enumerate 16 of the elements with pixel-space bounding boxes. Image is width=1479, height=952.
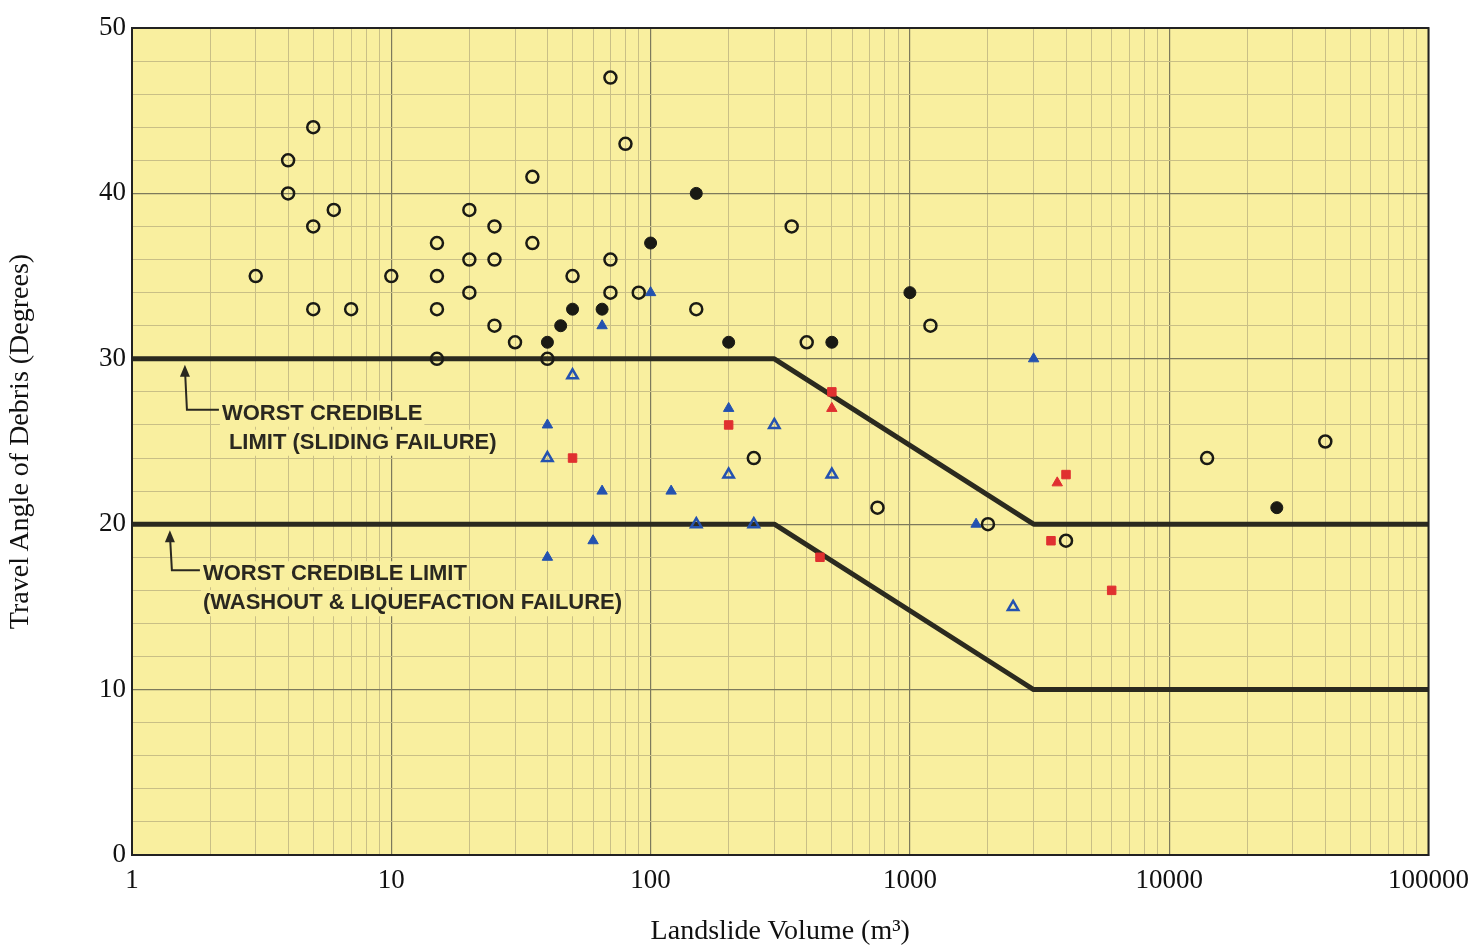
x-tick-label: 10000	[1135, 864, 1203, 895]
x-tick-label: 10	[377, 864, 405, 895]
y-tick-label: 0	[112, 838, 126, 869]
y-tick-label: 40	[99, 176, 126, 207]
x-tick-label: 1	[125, 864, 139, 895]
y-tick-label: 50	[99, 11, 126, 42]
annotation: WORST CREDIBLE LIMIT (WASHOUT & LIQUEFACTION FAILURE)	[202, 560, 623, 615]
x-tick-label: 1000	[882, 864, 937, 895]
y-axis-title: Travel Angle of Debris (Degrees)	[3, 253, 35, 630]
y-tick-label: 30	[99, 341, 126, 372]
x-tick-label: 100	[630, 864, 671, 895]
x-tick-label: 100000	[1388, 864, 1469, 895]
annotation: WORST CREDIBLE LIMIT (SLIDING FAILURE)	[221, 399, 497, 454]
x-axis-title: Landslide Volume (m³)	[650, 913, 910, 945]
y-tick-label: 10	[99, 672, 126, 703]
y-tick-label: 20	[99, 507, 126, 538]
